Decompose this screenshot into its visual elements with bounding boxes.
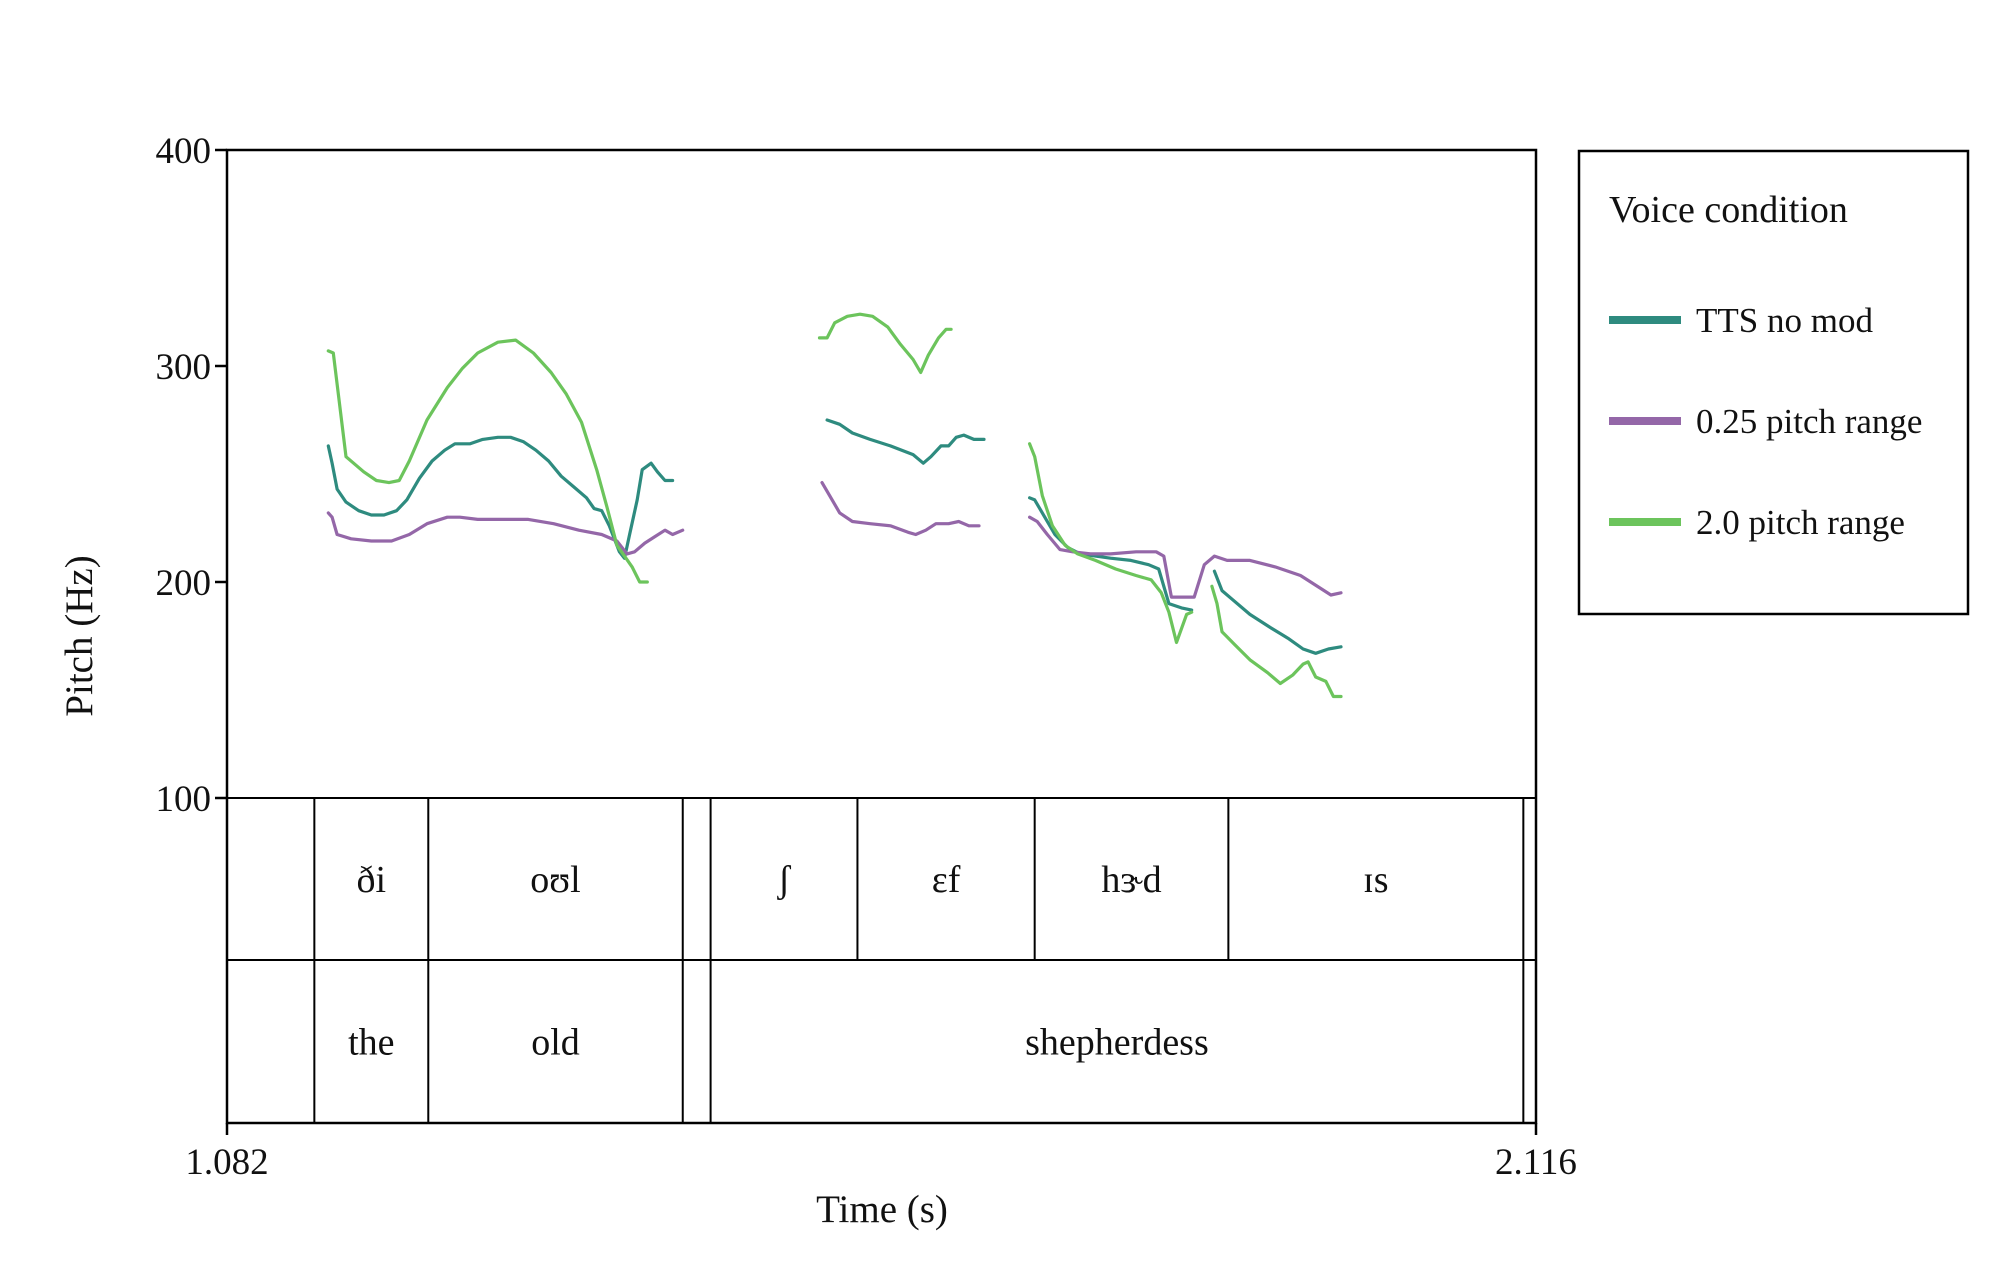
series-line [1027,515,1343,599]
legend-label: 2.0 pitch range [1696,503,1905,542]
y-tick-label: 300 [156,347,212,388]
legend-label: 0.25 pitch range [1696,402,1922,441]
series-3 [326,312,1343,699]
x-axis-ticks: 1.082 2.116 [185,1123,1577,1183]
y-tick-label: 400 [156,131,212,172]
legend-label: TTS no mod [1696,301,1873,340]
tier-2-label: shepherdess [1025,1022,1209,1064]
tier-2-label: old [531,1022,580,1064]
series-line [1212,569,1343,655]
series-1 [326,418,1343,655]
x-tick-label: 2.116 [1495,1142,1577,1183]
series-line [825,418,986,465]
legend: Voice condition TTS no mod 0.25 pitch ran… [1577,149,1970,616]
series-line [326,511,685,556]
tier-1-label: oʊl [530,859,580,901]
y-tick-label: 100 [156,779,212,820]
legend-items: TTS no mod 0.25 pitch range 2.0 pitch rang… [1609,301,1922,542]
series-line [1027,496,1194,612]
legend-box [1577,149,1970,616]
series-line [326,338,649,584]
series-line [820,481,981,537]
plot-frame [225,148,1538,1125]
series-layer [326,312,1343,699]
y-tick-label: 200 [156,563,212,604]
tier-2-label: the [348,1022,394,1064]
tier-1-label: hɝd [1101,859,1161,901]
tier-1-label: ɛf [932,859,961,901]
tier-1-label: ʃ [777,859,792,901]
y-axis-ticks: 100 200 300 400 [156,131,227,820]
tier-1-label: ɪs [1363,859,1388,901]
y-axis-title: Pitch (Hz) [58,555,101,716]
x-axis-title: Time (s) [816,1188,948,1231]
series-line [817,312,953,375]
x-tick-label: 1.082 [185,1142,268,1183]
series-2 [326,481,1343,599]
annotation-tiers: ði oʊl ʃ ɛf hɝd ɪs the old shepherdess [313,798,1525,1123]
tier-1-label: ði [357,859,387,901]
legend-title: Voice condition [1609,189,1848,231]
series-line [1027,442,1194,645]
series-line [1210,584,1343,699]
series-line [326,435,675,560]
